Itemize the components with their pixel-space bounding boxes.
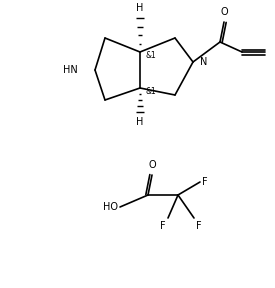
Text: HO: HO xyxy=(103,202,118,212)
Text: O: O xyxy=(148,160,156,170)
Text: H: H xyxy=(136,3,144,13)
Text: N: N xyxy=(200,57,207,67)
Text: F: F xyxy=(202,177,208,187)
Text: &1: &1 xyxy=(145,88,156,96)
Text: F: F xyxy=(160,221,166,231)
Text: F: F xyxy=(196,221,202,231)
Text: H: H xyxy=(136,117,144,127)
Text: HN: HN xyxy=(63,65,78,75)
Text: O: O xyxy=(220,7,228,17)
Text: &1: &1 xyxy=(145,52,156,60)
